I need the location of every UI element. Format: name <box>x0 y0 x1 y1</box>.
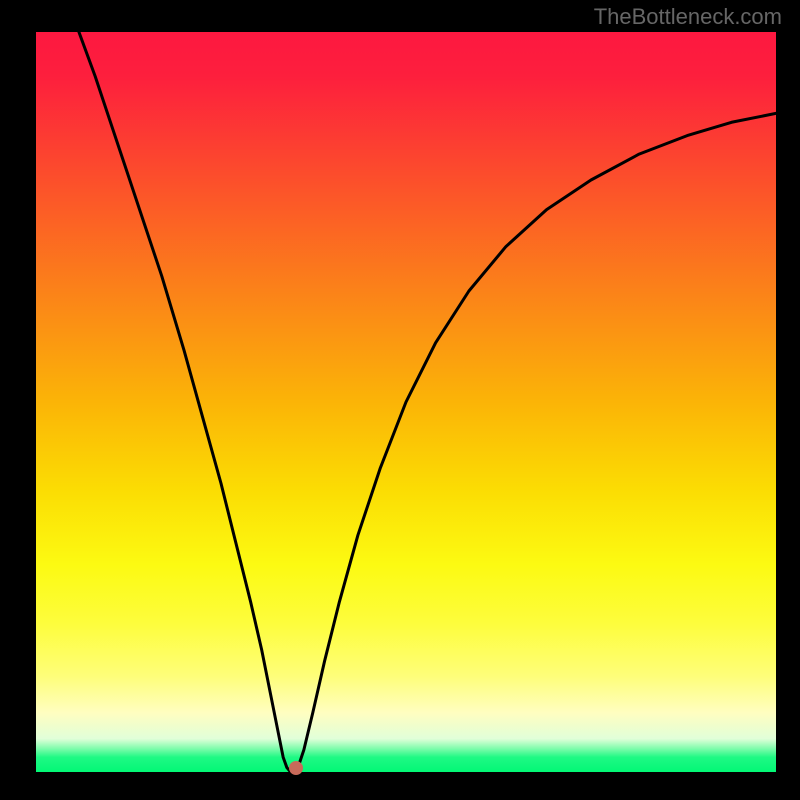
bottleneck-curve <box>36 32 776 772</box>
watermark-text: TheBottleneck.com <box>594 4 782 30</box>
minimum-marker <box>289 761 303 775</box>
